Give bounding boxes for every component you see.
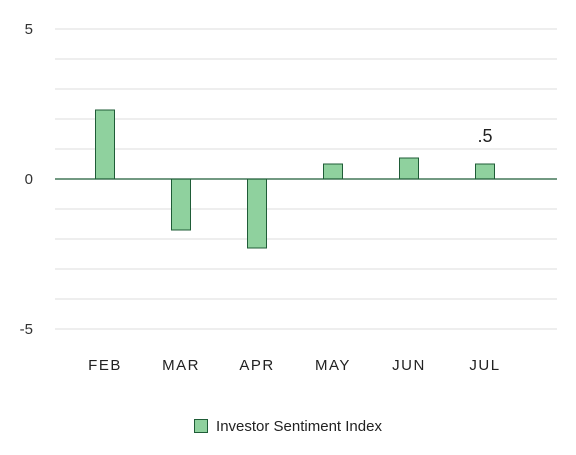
data-labels: .5 xyxy=(477,126,492,146)
y-tick-label: -5 xyxy=(20,321,33,338)
bar xyxy=(95,109,115,180)
bar xyxy=(247,178,267,249)
bar-chart: 5 0 -5 FEB MAR APR MAY JUN JUL .5 xyxy=(20,21,557,374)
legend-label: Investor Sentiment Index xyxy=(216,418,382,435)
x-tick-label: JUL xyxy=(469,357,500,374)
x-tick-label: JUN xyxy=(392,357,426,374)
x-axis-ticks: FEB MAR APR MAY JUN JUL xyxy=(88,357,500,374)
x-tick-label: MAR xyxy=(162,357,200,374)
bar xyxy=(323,163,343,180)
y-axis-ticks: 5 0 -5 xyxy=(20,21,33,338)
x-tick-label: FEB xyxy=(88,357,122,374)
x-tick-label: MAY xyxy=(315,357,351,374)
y-tick-label: 0 xyxy=(25,171,33,188)
bars xyxy=(95,109,495,249)
gridlines xyxy=(55,28,557,330)
bar xyxy=(171,178,191,231)
legend: Investor Sentiment Index xyxy=(0,418,576,435)
data-label: .5 xyxy=(477,126,492,146)
legend-swatch xyxy=(194,419,209,433)
bar xyxy=(399,157,419,180)
x-tick-label: APR xyxy=(239,357,274,374)
bar xyxy=(475,163,495,180)
y-tick-label: 5 xyxy=(25,21,33,38)
